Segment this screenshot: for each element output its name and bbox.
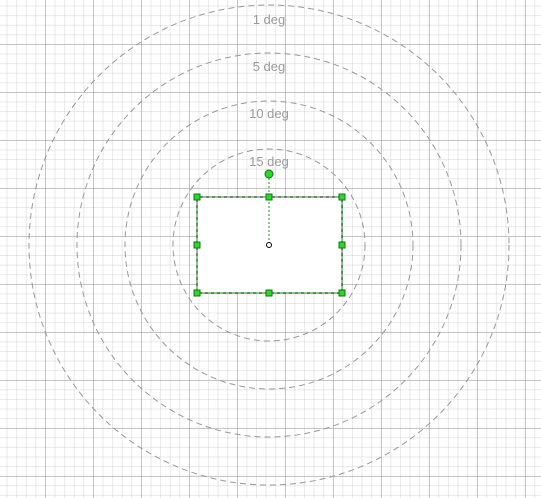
rotation-ring-label-10-deg: 10 deg (249, 106, 289, 121)
resize-handle-top-right[interactable] (338, 193, 346, 201)
rotation-ring-1-deg (28, 4, 510, 486)
rotation-guides: 1 deg 5 deg 10 deg 15 deg (28, 4, 510, 486)
center-pivot-icon (266, 242, 272, 248)
rectangle-shape[interactable] (196, 196, 343, 294)
rotation-ring-label-15-deg: 15 deg (249, 154, 289, 169)
rotation-ring-label-1-deg: 1 deg (253, 12, 286, 27)
selected-shape[interactable] (193, 169, 346, 297)
resize-handle-top-left[interactable] (193, 193, 201, 201)
resize-handle-bottom-right[interactable] (338, 289, 346, 297)
rotation-ring-label-5-deg: 5 deg (253, 59, 286, 74)
resize-handle-left[interactable] (193, 241, 201, 249)
rotation-ring-15-deg (172, 148, 366, 342)
rotation-ring-10-deg (124, 100, 414, 390)
rotate-handle[interactable] (264, 169, 274, 179)
rotation-ring-5-deg (76, 52, 462, 438)
resize-handle-bottom[interactable] (265, 289, 273, 297)
resize-handle-right[interactable] (338, 241, 346, 249)
resize-handle-bottom-left[interactable] (193, 289, 201, 297)
resize-handle-top[interactable] (265, 193, 273, 201)
